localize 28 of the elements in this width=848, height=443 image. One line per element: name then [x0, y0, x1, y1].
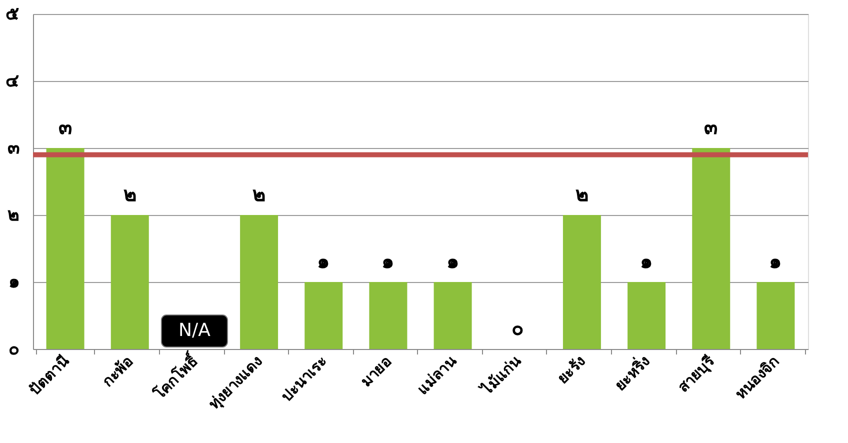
bar: [692, 148, 730, 349]
bar: [434, 282, 472, 349]
data-label: ๑: [382, 249, 395, 273]
data-label: ๑: [446, 249, 460, 273]
bar: [240, 215, 278, 349]
data-label: ๐: [511, 316, 524, 340]
bar: [369, 282, 408, 349]
bar: [628, 282, 666, 349]
data-label: ๓: [704, 115, 718, 139]
y-tick-label: ๑: [8, 272, 20, 292]
bar: [562, 215, 601, 349]
data-label: ๒: [575, 182, 588, 206]
y-tick-label: ๕: [6, 4, 20, 24]
y-tick-label: ๔: [6, 70, 20, 92]
data-label: ๑: [769, 249, 782, 273]
text: N/A: [178, 320, 210, 341]
bar: [110, 215, 149, 349]
data-label: ๒: [123, 182, 136, 206]
bar: [304, 282, 343, 349]
data-label: ๓: [58, 115, 72, 139]
bar: [756, 282, 795, 349]
y-tick-label: ๒: [8, 204, 20, 226]
bar: [46, 148, 84, 349]
data-label: ๑: [317, 249, 330, 273]
data-label: ๒: [252, 182, 266, 206]
y-tick-label: ๐: [8, 338, 20, 360]
y-tick-label: ๓: [8, 138, 20, 158]
data-label: ๑: [640, 249, 654, 273]
